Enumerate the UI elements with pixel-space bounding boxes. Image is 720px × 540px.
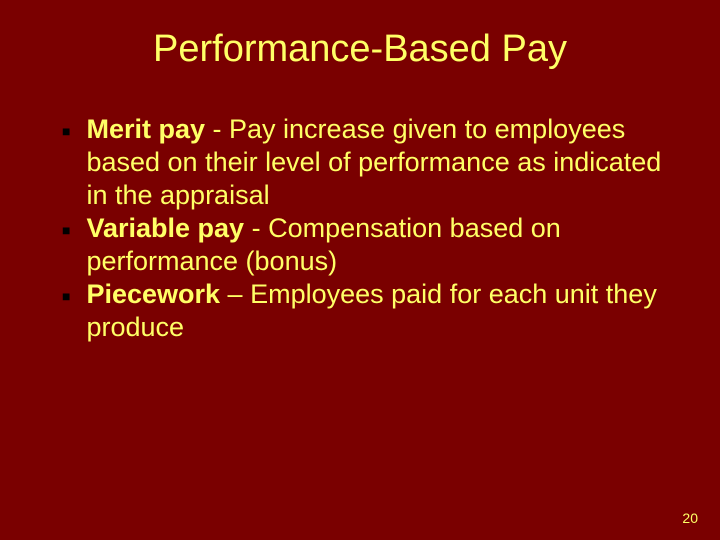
slide-content: ■ Merit pay - Pay increase given to empl…	[0, 113, 720, 344]
bullet-term: Piecework	[86, 279, 220, 309]
bullet-term: Variable pay	[86, 213, 244, 243]
bullet-text: Variable pay - Compensation based on per…	[86, 212, 670, 278]
slide-title: Performance-Based Pay	[0, 0, 720, 113]
bullet-separator: -	[205, 114, 229, 144]
bullet-item: ■ Variable pay - Compensation based on p…	[62, 212, 670, 278]
bullet-marker-icon: ■	[62, 222, 70, 238]
bullet-text: Piecework – Employees paid for each unit…	[86, 278, 670, 344]
bullet-marker-icon: ■	[62, 123, 70, 139]
bullet-marker-icon: ■	[62, 288, 70, 304]
bullet-text: Merit pay - Pay increase given to employ…	[86, 113, 670, 212]
bullet-separator: -	[244, 213, 268, 243]
bullet-item: ■ Merit pay - Pay increase given to empl…	[62, 113, 670, 212]
bullet-item: ■ Piecework – Employees paid for each un…	[62, 278, 670, 344]
bullet-term: Merit pay	[86, 114, 205, 144]
page-number: 20	[682, 510, 698, 526]
bullet-separator: –	[220, 279, 250, 309]
